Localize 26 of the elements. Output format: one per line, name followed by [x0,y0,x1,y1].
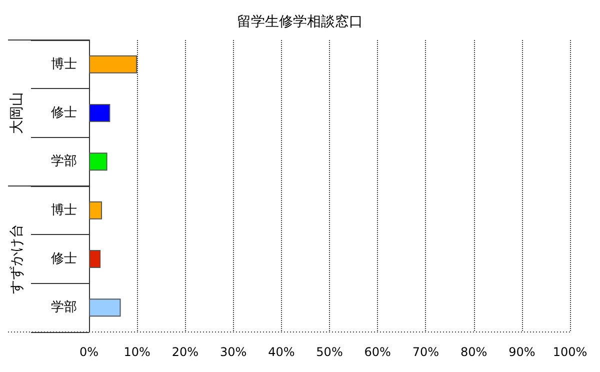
x-tick-label: 10% [124,345,150,359]
chart-title: 留学生修学相談窓口 [237,14,363,30]
bar [89,104,110,122]
bar [89,298,121,317]
bar [89,201,102,220]
text: すずかけ台 [9,224,25,294]
x-tick-label: 0% [79,345,99,359]
y-tick-label: 学部 [51,154,77,170]
bar [89,152,108,171]
y-tick-label: 修士 [51,252,77,266]
x-tick-label: 70% [412,345,440,359]
text: 大岡山 [9,92,25,134]
y-tick-label: 修士 [51,106,77,120]
x-tick-label: 100% [552,345,588,359]
x-tick-label: 20% [172,345,199,359]
y-tick-label: 学部 [51,300,77,316]
x-tick-label: 60% [364,345,391,359]
x-tick-label: 90% [508,345,536,359]
x-tick-label: 40% [268,345,295,359]
y-tick-label: 博士 [51,56,77,72]
x-tick-label: 30% [220,345,247,359]
x-tick-label: 80% [460,345,488,359]
y-tick-label: 博士 [51,202,77,218]
bar [89,55,138,74]
bar [89,250,101,268]
x-tick-label: 50% [316,345,343,359]
